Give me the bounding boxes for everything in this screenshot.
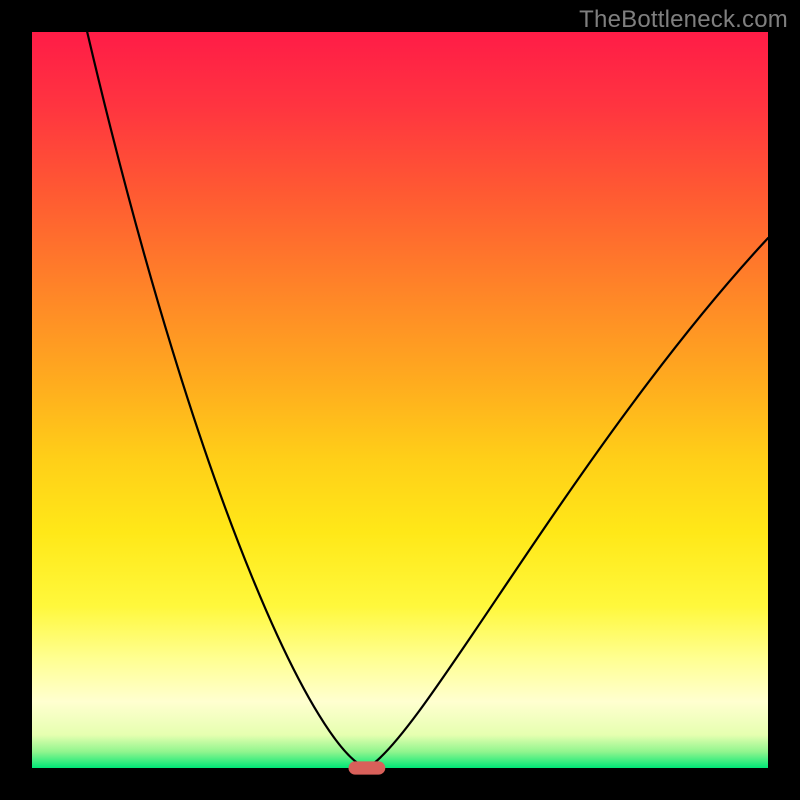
bottleneck-chart	[0, 0, 800, 800]
chart-container: TheBottleneck.com	[0, 0, 800, 800]
plot-area	[32, 32, 768, 768]
vertex-marker	[348, 761, 385, 774]
watermark-text: TheBottleneck.com	[579, 6, 788, 34]
